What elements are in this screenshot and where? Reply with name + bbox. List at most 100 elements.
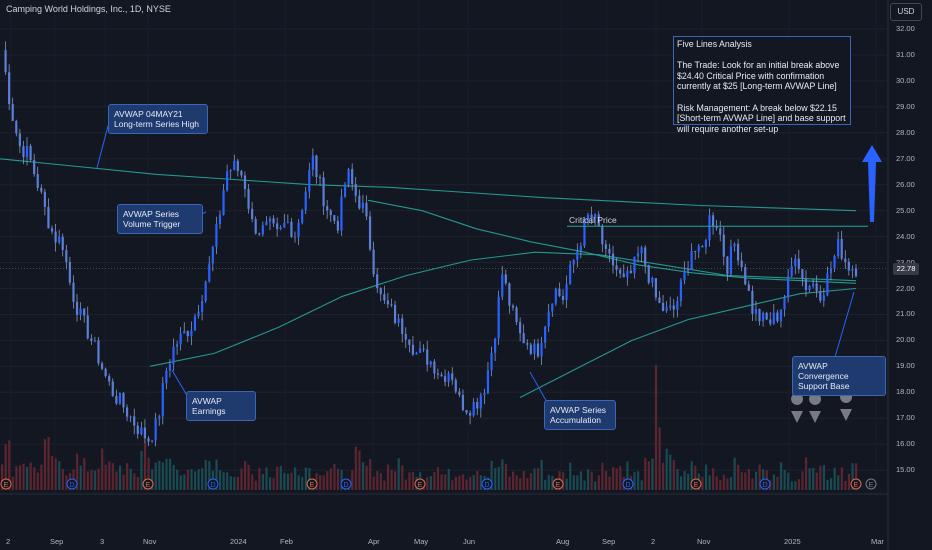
candle-body [111, 381, 114, 396]
volume-bar [626, 461, 629, 490]
volume-bar [569, 462, 572, 490]
volume-bar [740, 472, 743, 490]
volume-bar [61, 468, 64, 490]
volume-bar [258, 467, 261, 490]
volume-bar [65, 475, 68, 490]
candle-body [150, 440, 154, 442]
candle-body [158, 416, 161, 419]
event-marker-letter: D [210, 482, 215, 489]
x-tick-label: Jun [463, 537, 476, 546]
candle-body [454, 379, 457, 392]
volume-bar [215, 459, 218, 490]
candle-body [336, 220, 339, 231]
candle-body [22, 146, 25, 158]
volume-bar [265, 467, 268, 490]
y-tick-label: 19.00 [896, 361, 915, 371]
y-tick-label: 17.00 [896, 413, 915, 423]
candle-body [829, 268, 833, 274]
candle-body [68, 261, 71, 283]
candle-body [765, 312, 768, 320]
candle-body [812, 283, 815, 287]
callout-accumulation: AVWAP Series Accumulation [544, 400, 616, 430]
candle-body [661, 302, 665, 311]
currency-button[interactable]: USD [890, 3, 922, 21]
volume-bar [122, 474, 125, 490]
volume-bar [708, 475, 711, 490]
candle-body [197, 311, 200, 317]
volume-bar [797, 479, 801, 490]
volume-bar [404, 479, 407, 490]
candle-body [558, 288, 561, 297]
volume-bar [33, 467, 36, 490]
candle-body [411, 344, 415, 355]
candle-body [536, 343, 540, 357]
volume-bar [115, 471, 118, 490]
candle-body [333, 215, 336, 221]
candle-body [36, 174, 39, 188]
volume-bar [476, 470, 479, 490]
avwap-line [367, 199, 857, 284]
volume-bar [111, 463, 114, 490]
volume-bar [701, 476, 704, 490]
event-marker-icon [690, 478, 702, 490]
event-marker-letter: D [625, 482, 630, 489]
volume-bar [190, 469, 193, 490]
volume-bar [36, 472, 39, 490]
event-marker-icon [66, 478, 78, 490]
candle-body [611, 253, 615, 266]
candle-body [711, 215, 715, 227]
volume-bar [319, 475, 322, 490]
candle-body [551, 303, 554, 312]
volume-bar [494, 467, 497, 490]
candle-body [443, 376, 447, 382]
volume-bar [722, 474, 725, 490]
candle-body [629, 270, 632, 274]
candle-body [354, 184, 357, 196]
volume-bar [758, 464, 761, 490]
up-arrow-icon [862, 145, 882, 222]
volume-bar [458, 475, 461, 490]
candle-body [697, 246, 700, 252]
volume-bar [647, 461, 650, 490]
candle-body [125, 407, 129, 417]
volume-bar [822, 464, 826, 490]
volume-bar [294, 467, 297, 490]
callout-volume-trigger: AVWAP Series Volume Trigger [117, 204, 203, 234]
candle-body [769, 319, 772, 324]
volume-bar [429, 476, 432, 490]
volume-bar [333, 463, 336, 490]
candle-body [715, 226, 718, 229]
volume-bar [565, 478, 568, 490]
candle-body [779, 309, 783, 322]
volume-bar [51, 455, 54, 490]
candle-body [122, 393, 125, 408]
volume-bar [304, 467, 307, 490]
volume-bar [794, 481, 797, 490]
volume-bar [351, 470, 354, 490]
candle-body [147, 438, 150, 442]
event-marker-icon [552, 478, 564, 490]
candle-body [665, 307, 668, 311]
x-tick-label: Nov [697, 537, 711, 546]
volume-bar [808, 468, 811, 490]
volume-bar [815, 472, 818, 490]
candle-body [468, 412, 472, 416]
candle-body [326, 206, 329, 211]
candle-body [283, 222, 286, 228]
y-tick-label: 29.00 [896, 101, 915, 111]
volume-bar [587, 469, 590, 490]
event-marker-letter: E [854, 482, 859, 489]
volume-bar [129, 468, 132, 490]
volume-bar [183, 474, 186, 490]
x-tick-label: 2025 [784, 537, 801, 546]
volume-bar [322, 475, 325, 490]
volume-bar [561, 472, 565, 490]
volume-bar [436, 467, 440, 490]
candle-body [790, 266, 793, 277]
volume-bar [136, 477, 139, 490]
volume-bar [101, 448, 104, 490]
last-price-tag: 22.78 [893, 263, 919, 275]
candle-body [683, 270, 686, 281]
x-tick-label: Sep [50, 537, 64, 546]
candle-body [390, 304, 393, 306]
